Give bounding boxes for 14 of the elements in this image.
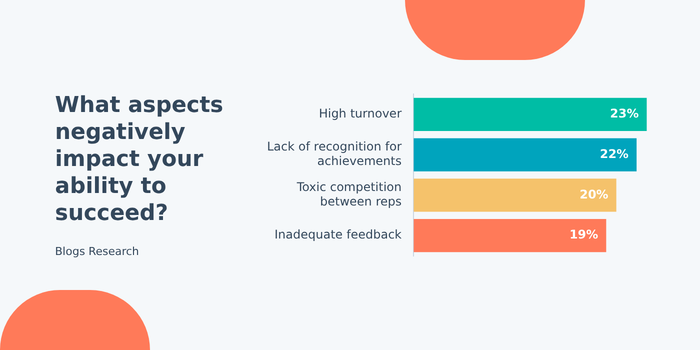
- text: Blogs Research: [55, 245, 139, 258]
- y-tick-label: Toxic competition between reps: [296, 180, 402, 209]
- bar: [414, 178, 616, 212]
- bar: [414, 138, 637, 172]
- data-label: 19%: [569, 228, 598, 242]
- y-tick-label: High turnover: [318, 106, 402, 121]
- data-label: 20%: [580, 187, 608, 202]
- y-tick-label: Inadequate feedback: [274, 228, 402, 242]
- data-label: 22%: [600, 146, 629, 161]
- data-label: 23%: [610, 106, 639, 121]
- bar: [414, 219, 606, 252]
- y-tick-label: Lack of recognition for achievements: [266, 140, 402, 168]
- bar: [414, 98, 647, 131]
- text: What aspects negatively impact your ability to succeed?: [55, 92, 224, 227]
